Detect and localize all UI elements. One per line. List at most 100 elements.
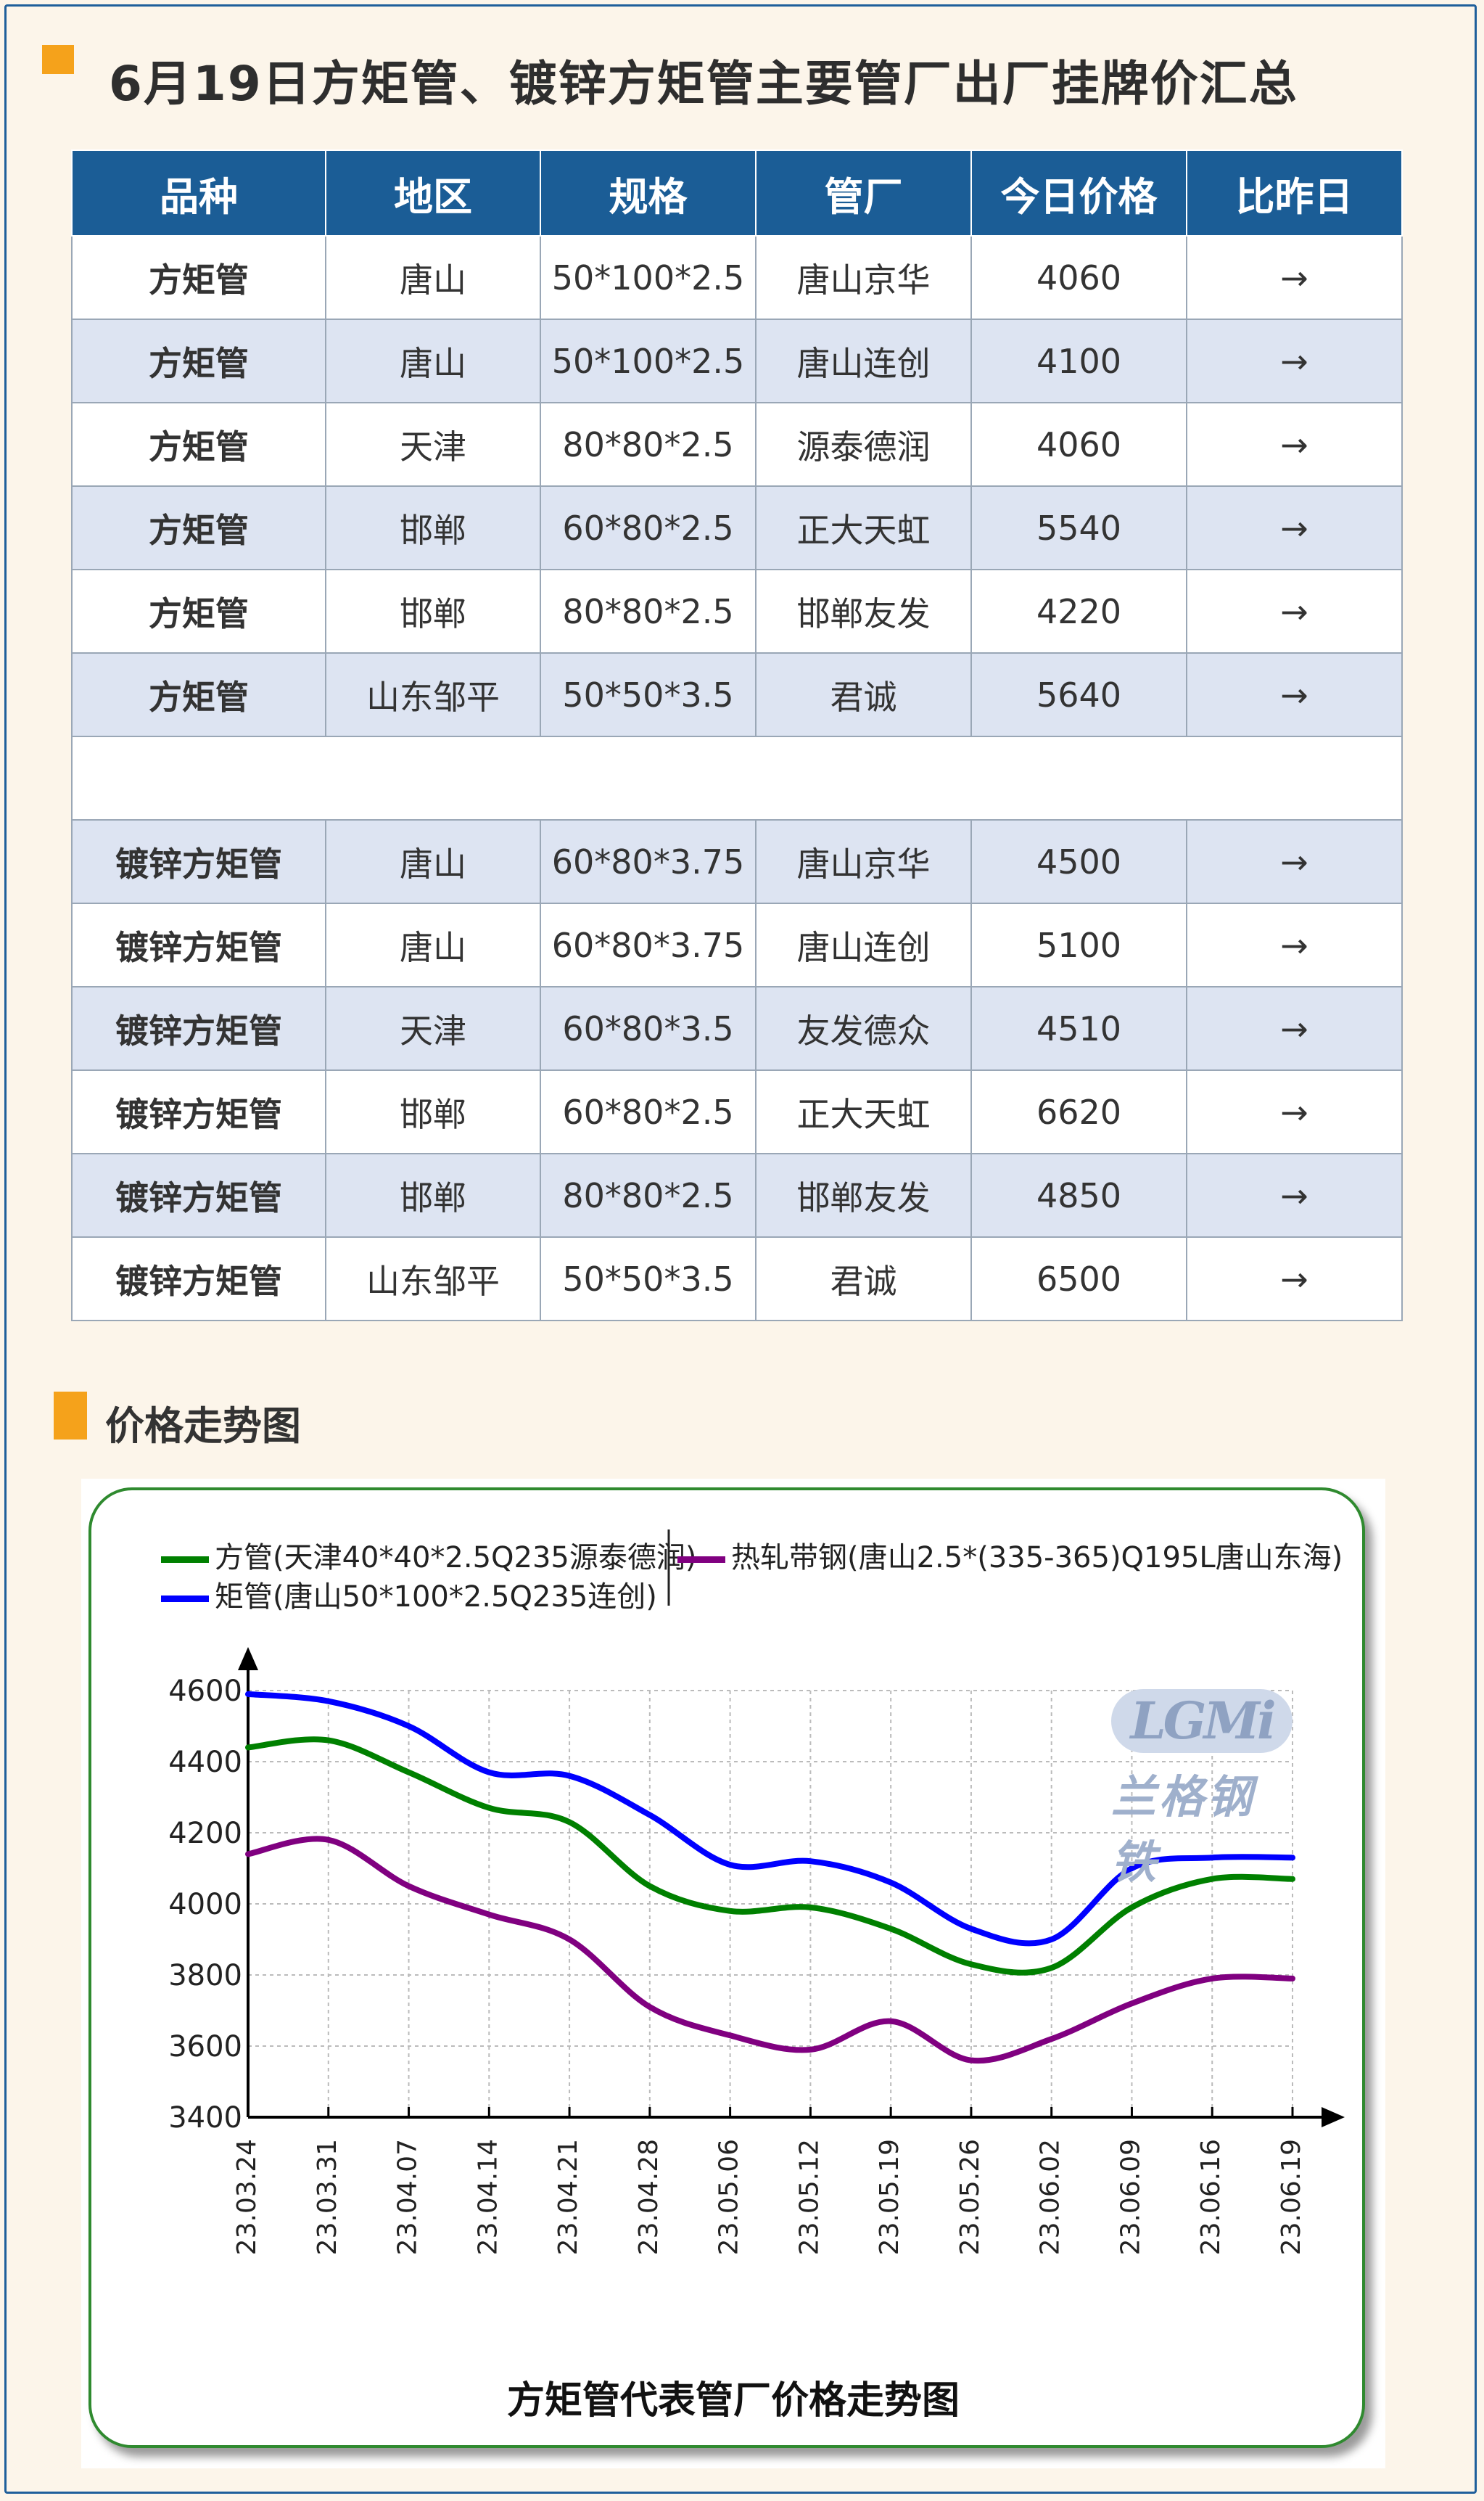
- cell-mill: 正大天虹: [755, 1069, 972, 1154]
- cell-spec: 50*50*3.5: [540, 652, 757, 737]
- cell-kind: 方矩管: [71, 652, 326, 737]
- cell-kind: 镀锌方矩管: [71, 903, 326, 987]
- cell-spec: 80*80*2.5: [540, 1153, 757, 1238]
- cell-price: 4850: [970, 1153, 1187, 1238]
- cell-mill: 唐山京华: [755, 819, 972, 904]
- series-square-tube-line: [245, 1736, 1295, 1976]
- page-title: 6月19日方矩管、镀锌方矩管主要管厂出厂挂牌价汇总: [109, 56, 1298, 112]
- header-region: 地区: [325, 149, 541, 237]
- y-tick-label: 4600: [168, 1675, 242, 1708]
- cell-spec: 50*100*2.5: [540, 235, 757, 320]
- cell-spec: 60*80*3.75: [540, 819, 757, 904]
- series-hot-rolled-line: [245, 1836, 1295, 2064]
- cell-kind: 镀锌方矩管: [71, 1236, 326, 1321]
- header-kind: 品种: [71, 149, 326, 237]
- x-tick-label: 23.05.06: [714, 2139, 744, 2255]
- y-tick-label: 3800: [168, 1959, 242, 1992]
- y-axis-arrow: [238, 1647, 258, 1670]
- legend-label-square: 方管(天津40*40*2.5Q235源泰德润): [215, 1541, 697, 1574]
- cell-mill: 唐山京华: [755, 235, 972, 320]
- cell-change: →: [1186, 1069, 1403, 1154]
- cell-price: 5640: [970, 652, 1187, 737]
- x-axis-arrow: [1322, 2107, 1345, 2127]
- cell-price: 4060: [970, 402, 1187, 487]
- cell-mill: 正大天虹: [755, 485, 972, 570]
- legend-square-tube: 方管(天津40*40*2.5Q235源泰德润): [161, 1534, 696, 1576]
- table-row: 镀锌方矩管 唐山 60*80*3.75 唐山连创 5100 →: [71, 903, 1403, 987]
- legend-swatch-green: [161, 1556, 209, 1563]
- header-change: 比昨日: [1186, 149, 1403, 237]
- series-rect-tube-line: [245, 1691, 1295, 1947]
- table-row: 镀锌方矩管 邯郸 60*80*2.5 正大天虹 6620 →: [71, 1069, 1403, 1154]
- table-row: 方矩管 山东邹平 50*50*3.5 君诚 5640 →: [71, 652, 1403, 737]
- cell-change: →: [1186, 402, 1403, 487]
- cell-region: 唐山: [325, 319, 541, 403]
- table-row: 方矩管 邯郸 80*80*2.5 邯郸友发 4220 →: [71, 569, 1403, 654]
- table-row: 镀锌方矩管 山东邹平 50*50*3.5 君诚 6500 →: [71, 1236, 1403, 1321]
- cell-kind: 方矩管: [71, 569, 326, 654]
- table-header-row: 品种 地区 规格 管厂 今日价格 比昨日: [71, 149, 1403, 237]
- cell-region: 天津: [325, 986, 541, 1071]
- cell-kind: 镀锌方矩管: [71, 1153, 326, 1238]
- cell-spec: 60*80*3.5: [540, 986, 757, 1071]
- x-tick-label: 23.05.12: [794, 2139, 824, 2255]
- table-spacer-row: [71, 736, 1403, 821]
- cell-price: 4500: [970, 819, 1187, 904]
- cell-kind: 方矩管: [71, 402, 326, 487]
- cell-mill: 唐山连创: [755, 319, 972, 403]
- chart-caption: 方矩管代表管厂价格走势图: [506, 2379, 960, 2423]
- cell-region: 唐山: [325, 819, 541, 904]
- header-spec: 规格: [540, 149, 757, 237]
- table-row: 镀锌方矩管 天津 60*80*3.5 友发德众 4510 →: [71, 986, 1403, 1071]
- cell-change: →: [1186, 819, 1403, 904]
- lgmi-logo: LGMi: [1111, 1689, 1293, 1753]
- table-row: 方矩管 天津 80*80*2.5 源泰德润 4060 →: [71, 402, 1403, 487]
- cell-region: 唐山: [325, 235, 541, 320]
- cell-price: 6500: [970, 1236, 1187, 1321]
- cell-change: →: [1186, 235, 1403, 320]
- table-row: 镀锌方矩管 唐山 60*80*3.75 唐山京华 4500 →: [71, 819, 1403, 904]
- spacer-cell: [71, 736, 1403, 821]
- cell-kind: 镀锌方矩管: [71, 986, 326, 1071]
- legend-label-rect: 矩管(唐山50*100*2.5Q235连创): [215, 1580, 657, 1614]
- lange-steel-watermark: 兰格钢铁: [1111, 1770, 1256, 1889]
- cell-mill: 君诚: [755, 1236, 972, 1321]
- cell-price: 4510: [970, 986, 1187, 1071]
- cell-change: →: [1186, 903, 1403, 987]
- x-tick-label: 23.04.14: [473, 2139, 503, 2255]
- cell-spec: 60*80*3.75: [540, 903, 757, 987]
- section-title: 价格走势图: [105, 1403, 301, 1449]
- cell-change: →: [1186, 319, 1403, 403]
- cell-change: →: [1186, 569, 1403, 654]
- cell-mill: 邯郸友发: [755, 569, 972, 654]
- cell-kind: 方矩管: [71, 235, 326, 320]
- cell-price: 4060: [970, 235, 1187, 320]
- cell-kind: 镀锌方矩管: [71, 1069, 326, 1154]
- page-frame: [4, 4, 1477, 2494]
- cell-region: 邯郸: [325, 485, 541, 570]
- chart-panel: [88, 1487, 1365, 2448]
- x-tick-label: 23.05.26: [955, 2139, 985, 2255]
- cell-price: 6620: [970, 1069, 1187, 1154]
- table-row: 方矩管 邯郸 60*80*2.5 正大天虹 5540 →: [71, 485, 1403, 570]
- cell-region: 天津: [325, 402, 541, 487]
- cell-change: →: [1186, 1236, 1403, 1321]
- cell-spec: 50*50*3.5: [540, 1236, 757, 1321]
- legend-label-hotrolled: 热轧带钢(唐山2.5*(335-365)Q195L唐山东海): [731, 1541, 1343, 1574]
- cell-kind: 镀锌方矩管: [71, 819, 326, 904]
- legend-rect-tube: 矩管(唐山50*100*2.5Q235连创): [161, 1573, 657, 1615]
- cell-spec: 80*80*2.5: [540, 569, 757, 654]
- cell-mill: 源泰德润: [755, 402, 972, 487]
- cell-region: 邯郸: [325, 1153, 541, 1238]
- cell-spec: 60*80*2.5: [540, 485, 757, 570]
- cell-region: 邯郸: [325, 1069, 541, 1154]
- y-tick-label: 4200: [168, 1817, 242, 1850]
- cell-spec: 50*100*2.5: [540, 319, 757, 403]
- y-tick-label: 4000: [168, 1888, 242, 1921]
- x-tick-label: 23.06.02: [1036, 2139, 1065, 2255]
- y-tick-label: 4400: [168, 1746, 242, 1779]
- cell-price: 5100: [970, 903, 1187, 987]
- cell-price: 5540: [970, 485, 1187, 570]
- table-row: 方矩管 唐山 50*100*2.5 唐山京华 4060 →: [71, 235, 1403, 320]
- title-accent-square: [42, 45, 74, 74]
